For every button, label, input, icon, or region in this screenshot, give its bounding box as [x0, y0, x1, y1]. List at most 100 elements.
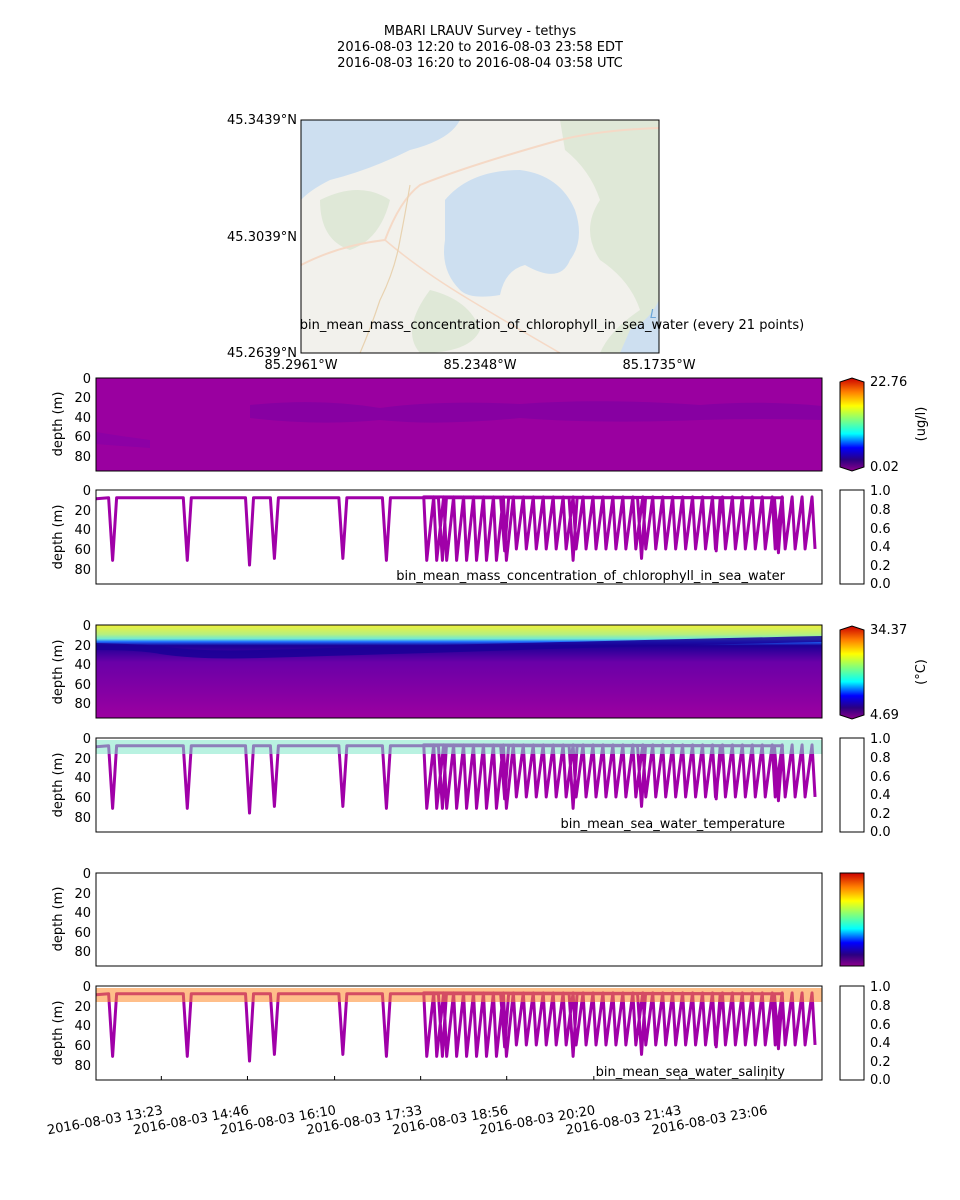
- chlorophyll-heatmap-ytick-80: 80: [74, 450, 91, 465]
- temperature-profile-ytick-20: 20: [74, 752, 91, 767]
- chlorophyll-profile-cbtick-1: 1.0: [870, 484, 891, 499]
- salinity-colorbar: [839, 872, 865, 967]
- chlorophyll-heatmap-dark-patch: [96, 432, 150, 448]
- salinity-heatmap-ytick-40: 40: [74, 906, 91, 921]
- map-water-lake: [444, 170, 579, 297]
- temperature-profile-colorbar: [839, 737, 865, 833]
- chlorophyll-profile-label: bin_mean_mass_concentration_of_chlorophy…: [396, 569, 785, 584]
- chlorophyll-profile-cbtick-0.2: 0.2: [870, 559, 891, 574]
- chlorophyll-colorbar-min: 0.02: [870, 460, 899, 475]
- salinity-profile-cbtick-0: 0.0: [870, 1073, 891, 1088]
- salinity-profile-frame: [95, 985, 823, 1081]
- map-corner-mark: L: [650, 307, 657, 321]
- salinity-heatmap-yticks: 0 20 40 60 80: [74, 867, 91, 960]
- chlorophyll-profile-ytick-80: 80: [74, 563, 91, 578]
- temperature-heatmap-ytick-0: 0: [83, 619, 91, 634]
- salinity-heatmap-ytick-0: 0: [83, 867, 91, 882]
- chlorophyll-profile-colorbar: [839, 489, 865, 585]
- temperature-profile-cbtick-1: 1.0: [870, 732, 891, 747]
- map-lat-label-top: 45.3439°N: [227, 113, 297, 128]
- chlorophyll-profile-cbtick-0.4: 0.4: [870, 540, 891, 555]
- chlorophyll-colorbar: [839, 377, 865, 472]
- salinity-profile-ytick-60: 60: [74, 1039, 91, 1054]
- temperature-profile-cbtick-0.2: 0.2: [870, 807, 891, 822]
- profile-track-line: [96, 991, 817, 1063]
- salinity-profile-cbtick-1: 1.0: [870, 980, 891, 995]
- temperature-profile-tracks: [96, 740, 822, 815]
- salinity-profile-cbtick-0.8: 0.8: [870, 999, 891, 1014]
- title-line-2: 2016-08-03 12:20 to 2016-08-03 23:58 EDT: [337, 40, 623, 55]
- map-forest-3: [412, 290, 480, 353]
- temperature-heatmap-ytick-40: 40: [74, 658, 91, 673]
- salinity-profile-cbtick-0.4: 0.4: [870, 1036, 891, 1051]
- temperature-profile-cbtick-0.4: 0.4: [870, 788, 891, 803]
- chlorophyll-profile-yticks: 0 20 40 60 80: [74, 484, 91, 578]
- salinity-profile-ylabel: depth (m): [51, 1001, 66, 1066]
- salinity-profile-ytick-40: 40: [74, 1019, 91, 1034]
- salinity-heatmap-ylabel: depth (m): [51, 887, 66, 952]
- salinity-heatmap-panel: 0 20 40 60 80 depth (m): [51, 867, 865, 967]
- salinity-heatmap-frame: [95, 872, 823, 967]
- salinity-profile-label: bin_mean_sea_water_salinity: [596, 1065, 786, 1080]
- salinity-profile-yticks: 0 20 40 60 80: [74, 980, 91, 1074]
- chlorophyll-profile-ytick-20: 20: [74, 504, 91, 519]
- chlorophyll-profile-ylabel: depth (m): [51, 505, 66, 570]
- temperature-profile-frame: [95, 737, 823, 833]
- temperature-profile-cbtick-0.8: 0.8: [870, 751, 891, 766]
- chlorophyll-profile-ytick-60: 60: [74, 543, 91, 558]
- salinity-heatmap-ytick-60: 60: [74, 926, 91, 941]
- temperature-profile-cbtick-0: 0.0: [870, 825, 891, 840]
- chlorophyll-heatmap-ytick-20: 20: [74, 391, 91, 406]
- chlorophyll-heatmap-ytick-40: 40: [74, 411, 91, 426]
- chlorophyll-profile-cbtick-0.8: 0.8: [870, 503, 891, 518]
- temperature-heatmap-ylabel: depth (m): [51, 640, 66, 705]
- temperature-colorbar-min: 4.69: [870, 708, 899, 723]
- chlorophyll-heatmap-frame: [95, 377, 823, 472]
- chlorophyll-profile-ytick-40: 40: [74, 523, 91, 538]
- map-road: [301, 127, 659, 266]
- temperature-profile-ytick-40: 40: [74, 771, 91, 786]
- chlorophyll-heatmap-yticks: 0 20 40 60 80: [74, 372, 91, 465]
- temperature-profile-ylabel: depth (m): [51, 753, 66, 818]
- map-lat-label-mid: 45.3039°N: [227, 230, 297, 245]
- chlorophyll-colorbar-unit: (ug/l): [914, 407, 929, 442]
- title-line-3: 2016-08-03 16:20 to 2016-08-04 03:58 UTC: [337, 56, 623, 71]
- map-lat-label-bottom: 45.2639°N: [227, 346, 297, 361]
- temperature-heatmap-ytick-20: 20: [74, 639, 91, 654]
- map-water-bay: [301, 120, 460, 200]
- temperature-colorbar-unit: (°C): [914, 659, 929, 685]
- salinity-heatmap-ytick-80: 80: [74, 945, 91, 960]
- map-road-2: [384, 239, 561, 353]
- temperature-profile-label: bin_mean_sea_water_temperature: [561, 817, 785, 832]
- temperature-heatmap-ytick-80: 80: [74, 697, 91, 712]
- chlorophyll-profile-cbtick-0: 0.0: [870, 577, 891, 592]
- profile-surface-band: [96, 740, 822, 754]
- map-path: [359, 184, 411, 353]
- chlorophyll-heatmap-panel: 0 20 40 60 80 depth (m) 22.76 0.02 (ug/l…: [51, 372, 929, 475]
- chlorophyll-heatmap-field: [96, 378, 822, 471]
- profile-track-line: [96, 743, 817, 815]
- salinity-profile-ytick-0: 0: [83, 980, 91, 995]
- salinity-profile-cbtick-0.6: 0.6: [870, 1018, 891, 1033]
- temperature-colorbar: [839, 625, 865, 720]
- temperature-colorbar-max: 34.37: [870, 623, 907, 638]
- salinity-profile-cbtick-0.2: 0.2: [870, 1055, 891, 1070]
- profile-track-line: [96, 495, 817, 567]
- temperature-heatmap-frame: [95, 624, 823, 719]
- temperature-profile-panel: 0 20 40 60 80 depth (m) bin_mean_sea_wat…: [51, 732, 891, 840]
- survey-map: L 45.3439°N 45.3039°N 45.2639°N 85.2961°…: [227, 113, 804, 373]
- map-lon-label-3: 85.1735°W: [622, 358, 695, 373]
- title-line-1: MBARI LRAUV Survey - tethys: [384, 24, 577, 39]
- map-forest-2: [320, 190, 390, 250]
- chlorophyll-profile-panel: 0 20 40 60 80 depth (m) bin_mean_mass_co…: [51, 484, 891, 592]
- map-forest: [560, 120, 659, 353]
- map-water-corner: [620, 300, 659, 353]
- chlorophyll-heatmap-ytick-60: 60: [74, 430, 91, 445]
- chlorophyll-heatmap-dark-band: [250, 401, 822, 423]
- salinity-profile-colorbar: [839, 985, 865, 1081]
- profile-surface-band: [96, 988, 822, 1002]
- salinity-profile-ytick-20: 20: [74, 1000, 91, 1015]
- temperature-profile-ytick-0: 0: [83, 732, 91, 747]
